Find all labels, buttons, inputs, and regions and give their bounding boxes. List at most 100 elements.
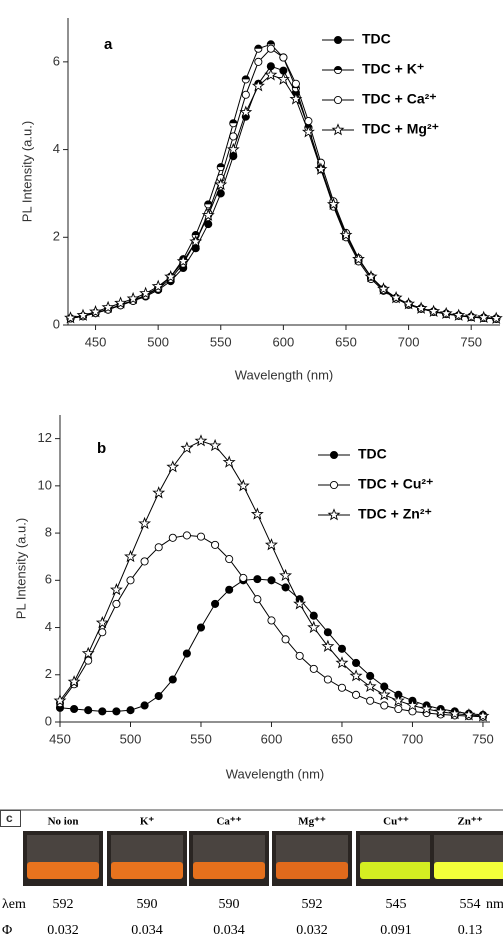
marker <box>391 693 405 707</box>
marker-star <box>239 105 253 118</box>
marker <box>448 706 462 720</box>
marker <box>98 628 107 637</box>
marker-star <box>251 79 265 92</box>
marker-circle <box>211 540 220 549</box>
marker-star <box>139 286 153 299</box>
marker <box>366 671 375 681</box>
marker <box>489 311 503 324</box>
marker-star <box>176 254 190 267</box>
marker <box>81 646 95 660</box>
marker-star <box>293 597 307 610</box>
marker <box>364 270 378 283</box>
legend-label: TDC + Cu²⁺ <box>358 476 433 492</box>
legend-marker <box>329 450 339 460</box>
series-line <box>59 578 484 716</box>
marker-star <box>250 507 264 520</box>
marker-star <box>377 687 391 701</box>
legend-marker <box>333 65 343 75</box>
marker <box>464 309 478 323</box>
marker-half <box>217 163 225 168</box>
marker <box>152 486 166 499</box>
x-axis-label: Wavelength (nm) <box>235 367 334 382</box>
marker-star <box>208 438 222 452</box>
marker <box>214 177 228 191</box>
marker-circle <box>366 696 375 705</box>
marker <box>276 72 290 85</box>
panel-c-tag-box <box>0 810 21 827</box>
marker <box>352 658 361 668</box>
marker <box>251 79 265 92</box>
marker-half <box>334 66 342 70</box>
marker <box>89 304 103 318</box>
marker-circle <box>304 117 313 126</box>
marker <box>394 704 403 714</box>
marker <box>164 270 178 283</box>
marker-star <box>448 706 462 720</box>
marker-star <box>439 306 453 320</box>
marker <box>264 68 278 81</box>
marker <box>67 675 81 688</box>
marker-star <box>264 538 278 551</box>
marker-circle <box>168 533 177 542</box>
x-tick-label: 450 <box>85 334 107 349</box>
marker-circle <box>295 651 304 660</box>
marker-star <box>264 68 278 81</box>
marker <box>126 706 135 715</box>
marker <box>337 683 347 692</box>
marker-star <box>222 455 236 468</box>
cell: 0.032 <box>296 923 328 938</box>
marker <box>95 616 109 629</box>
cell: 590 <box>219 897 240 912</box>
marker-circle <box>112 707 121 716</box>
marker-circle <box>333 95 343 105</box>
marker <box>189 234 203 248</box>
marker <box>114 296 128 309</box>
y-tick-label: 10 <box>38 477 52 492</box>
marker <box>267 576 276 585</box>
marker-circle <box>98 628 107 637</box>
marker <box>241 75 250 84</box>
marker-star <box>349 669 363 682</box>
marker <box>154 543 163 552</box>
marker <box>427 304 441 317</box>
marker <box>239 105 253 118</box>
marker-star <box>114 296 128 309</box>
marker-star <box>427 304 441 317</box>
marker-circle <box>196 623 206 632</box>
marker <box>323 675 332 684</box>
marker-star <box>327 508 341 521</box>
marker-star <box>81 646 95 660</box>
marker <box>101 300 115 313</box>
marker-circle <box>281 583 290 592</box>
marker <box>126 576 135 585</box>
panel-tag: b <box>97 440 106 457</box>
vial-liquid <box>27 862 99 879</box>
x-tick-label: 750 <box>460 334 482 349</box>
marker-star <box>420 702 434 715</box>
marker-circle <box>380 701 389 710</box>
marker-star <box>489 311 503 324</box>
marker <box>452 308 466 321</box>
x-tick-label: 500 <box>120 731 142 746</box>
marker <box>126 291 140 305</box>
column-header: No ion <box>48 816 79 828</box>
marker-circle <box>254 57 263 66</box>
marker-circle <box>394 704 403 714</box>
marker-circle <box>366 671 375 681</box>
marker <box>208 438 222 452</box>
marker-circle <box>211 599 220 608</box>
marker <box>304 117 313 126</box>
marker-star <box>335 656 349 669</box>
marker <box>279 568 293 582</box>
marker-star <box>364 270 378 283</box>
marker-star <box>476 709 490 722</box>
marker <box>293 597 307 610</box>
marker-circle <box>182 649 191 658</box>
marker-star <box>152 486 166 499</box>
marker <box>307 620 321 634</box>
marker-star <box>339 228 353 241</box>
marker <box>309 611 318 620</box>
marker <box>363 679 377 693</box>
legend-label: TDC + Ca²⁺ <box>362 91 437 107</box>
marker-circle <box>329 450 339 460</box>
